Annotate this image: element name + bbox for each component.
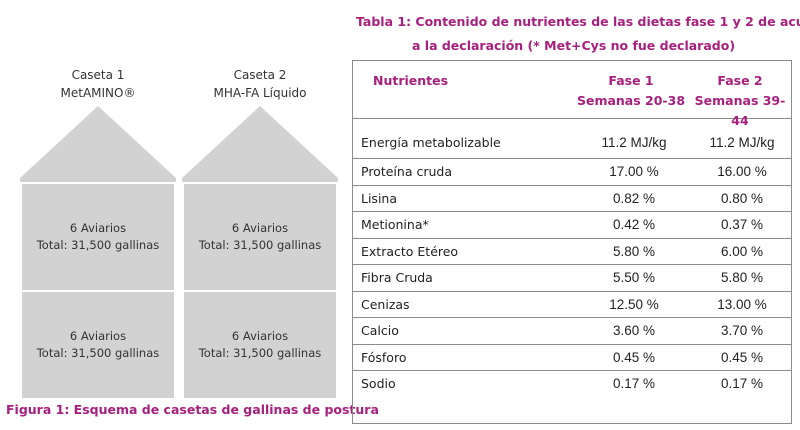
table-caption-line-2: a la declaración (* Met+Cys no fue decla…: [412, 38, 736, 53]
fase-1-value: 0.42 %: [612, 217, 656, 233]
table-caption-line-1: Tabla 1: Contenido de nutrientes de las …: [356, 14, 800, 29]
caseta-1-block-bottom: 6 Aviarios Total: 31,500 gallinas: [22, 292, 174, 398]
fase-1-value: 0.45 %: [612, 349, 656, 365]
fase-2-value: 0.45 %: [720, 349, 764, 365]
table-row: Calcio 3.60 % 3.70 %: [353, 318, 791, 345]
block-aviarios: 6 Aviarios: [69, 221, 127, 235]
table-row: Lisina 0.82 % 0.80 %: [353, 186, 791, 212]
fase-2-value: 0.37 %: [720, 217, 764, 233]
caseta-1-label: Caseta 1 MetAMINO®: [20, 66, 176, 102]
fase-1-value: 0.17 %: [612, 376, 656, 392]
fase-1-value: 5.80 %: [612, 243, 656, 259]
table-row: Sodio 0.17 % 0.17 %: [353, 371, 791, 398]
nutrient-table: Nutrientes Fase 1 Semanas 20-38 Fase 2 S…: [352, 60, 792, 424]
nutrient-name: Proteína cruda: [361, 164, 452, 180]
caseta-2-block-top: 6 Aviarios Total: 31,500 gallinas: [184, 184, 336, 290]
fase-2-value: 16.00 %: [717, 164, 767, 180]
fase-2-value: 11.2 MJ/kg: [709, 135, 775, 150]
fase-1-value: 0.82 %: [612, 190, 656, 206]
fase-1-value: 3.60 %: [612, 323, 656, 339]
caseta-2-name: Caseta 2: [233, 68, 287, 82]
nutrient-name: Fósforo: [361, 349, 407, 365]
nutrient-name: Fibra Cruda: [361, 270, 433, 286]
caseta-1-roof: [20, 106, 176, 182]
header-fase-2: Fase 2 Semanas 39-44: [689, 71, 791, 131]
table-row: Energía metabolizable 11.2 MJ/kg 11.2 MJ/k…: [353, 119, 791, 159]
fase-2-value: 0.80 %: [720, 190, 764, 206]
table-row: Fibra Cruda 5.50 % 5.80 %: [353, 265, 791, 292]
table-row: Extracto Etéreo 5.80 % 6.00 %: [353, 239, 791, 265]
nutrient-name: Extracto Etéreo: [361, 243, 459, 259]
block-aviarios: 6 Aviarios: [231, 221, 289, 235]
header-fase-1-weeks: Semanas 20-38: [576, 93, 686, 108]
figure-caption: Figura 1: Esquema de casetas de gallinas…: [6, 402, 379, 417]
nutrient-name: Cenizas: [361, 296, 410, 312]
block-total: Total: 31,500 gallinas: [36, 238, 160, 252]
caseta-2-label: Caseta 2 MHA-FA Líquido: [182, 66, 338, 102]
block-total: Total: 31,500 gallinas: [198, 238, 322, 252]
header-fase-1: Fase 1 Semanas 20-38: [573, 71, 689, 111]
block-total: Total: 31,500 gallinas: [198, 346, 322, 360]
fase-1-value: 5.50 %: [612, 270, 656, 286]
table-row: Metionina* 0.42 % 0.37 %: [353, 212, 791, 239]
table-row: Proteína cruda 17.00 % 16.00 %: [353, 159, 791, 186]
fase-2-value: 6.00 %: [720, 243, 764, 259]
header-fase-1-title: Fase 1: [608, 73, 654, 88]
block-aviarios: 6 Aviarios: [69, 329, 127, 343]
table-row: Fósforo 0.45 % 0.45 %: [353, 345, 791, 371]
table-caption: Tabla 1: Contenido de nutrientes de las …: [356, 10, 800, 58]
table-header: Nutrientes Fase 1 Semanas 20-38 Fase 2 S…: [353, 61, 791, 128]
block-aviarios: 6 Aviarios: [231, 329, 289, 343]
table-row: Cenizas 12.50 % 13.00 %: [353, 292, 791, 318]
fase-1-value: 12.50 %: [609, 296, 659, 312]
block-total: Total: 31,500 gallinas: [36, 346, 160, 360]
caseta-1-block-top: 6 Aviarios Total: 31,500 gallinas: [22, 184, 174, 290]
fase-2-value: 3.70 %: [720, 323, 764, 339]
header-fase-2-title: Fase 2: [717, 73, 763, 88]
header-fase-2-weeks: Semanas 39-44: [694, 93, 786, 128]
caseta-2-block-bottom: 6 Aviarios Total: 31,500 gallinas: [184, 292, 336, 398]
fase-2-value: 0.17 %: [720, 376, 764, 392]
nutrient-name: Energía metabolizable: [361, 135, 501, 150]
fase-2-value: 13.00 %: [717, 296, 767, 312]
fase-1-value: 17.00 %: [609, 164, 659, 180]
nutrient-name: Lisina: [361, 190, 398, 206]
nutrient-name: Metionina*: [361, 217, 429, 233]
header-nutrientes: Nutrientes: [373, 73, 449, 88]
fase-1-value: 11.2 MJ/kg: [601, 135, 667, 150]
nutrient-name: Sodio: [361, 376, 396, 392]
fase-2-value: 5.80 %: [720, 270, 764, 286]
caseta-1-name: Caseta 1: [71, 68, 125, 82]
nutrient-name: Calcio: [361, 323, 399, 339]
caseta-2-product: MHA-FA Líquido: [213, 86, 307, 100]
caseta-2-roof: [182, 106, 338, 182]
caseta-1-product: MetAMINO®: [60, 86, 136, 100]
